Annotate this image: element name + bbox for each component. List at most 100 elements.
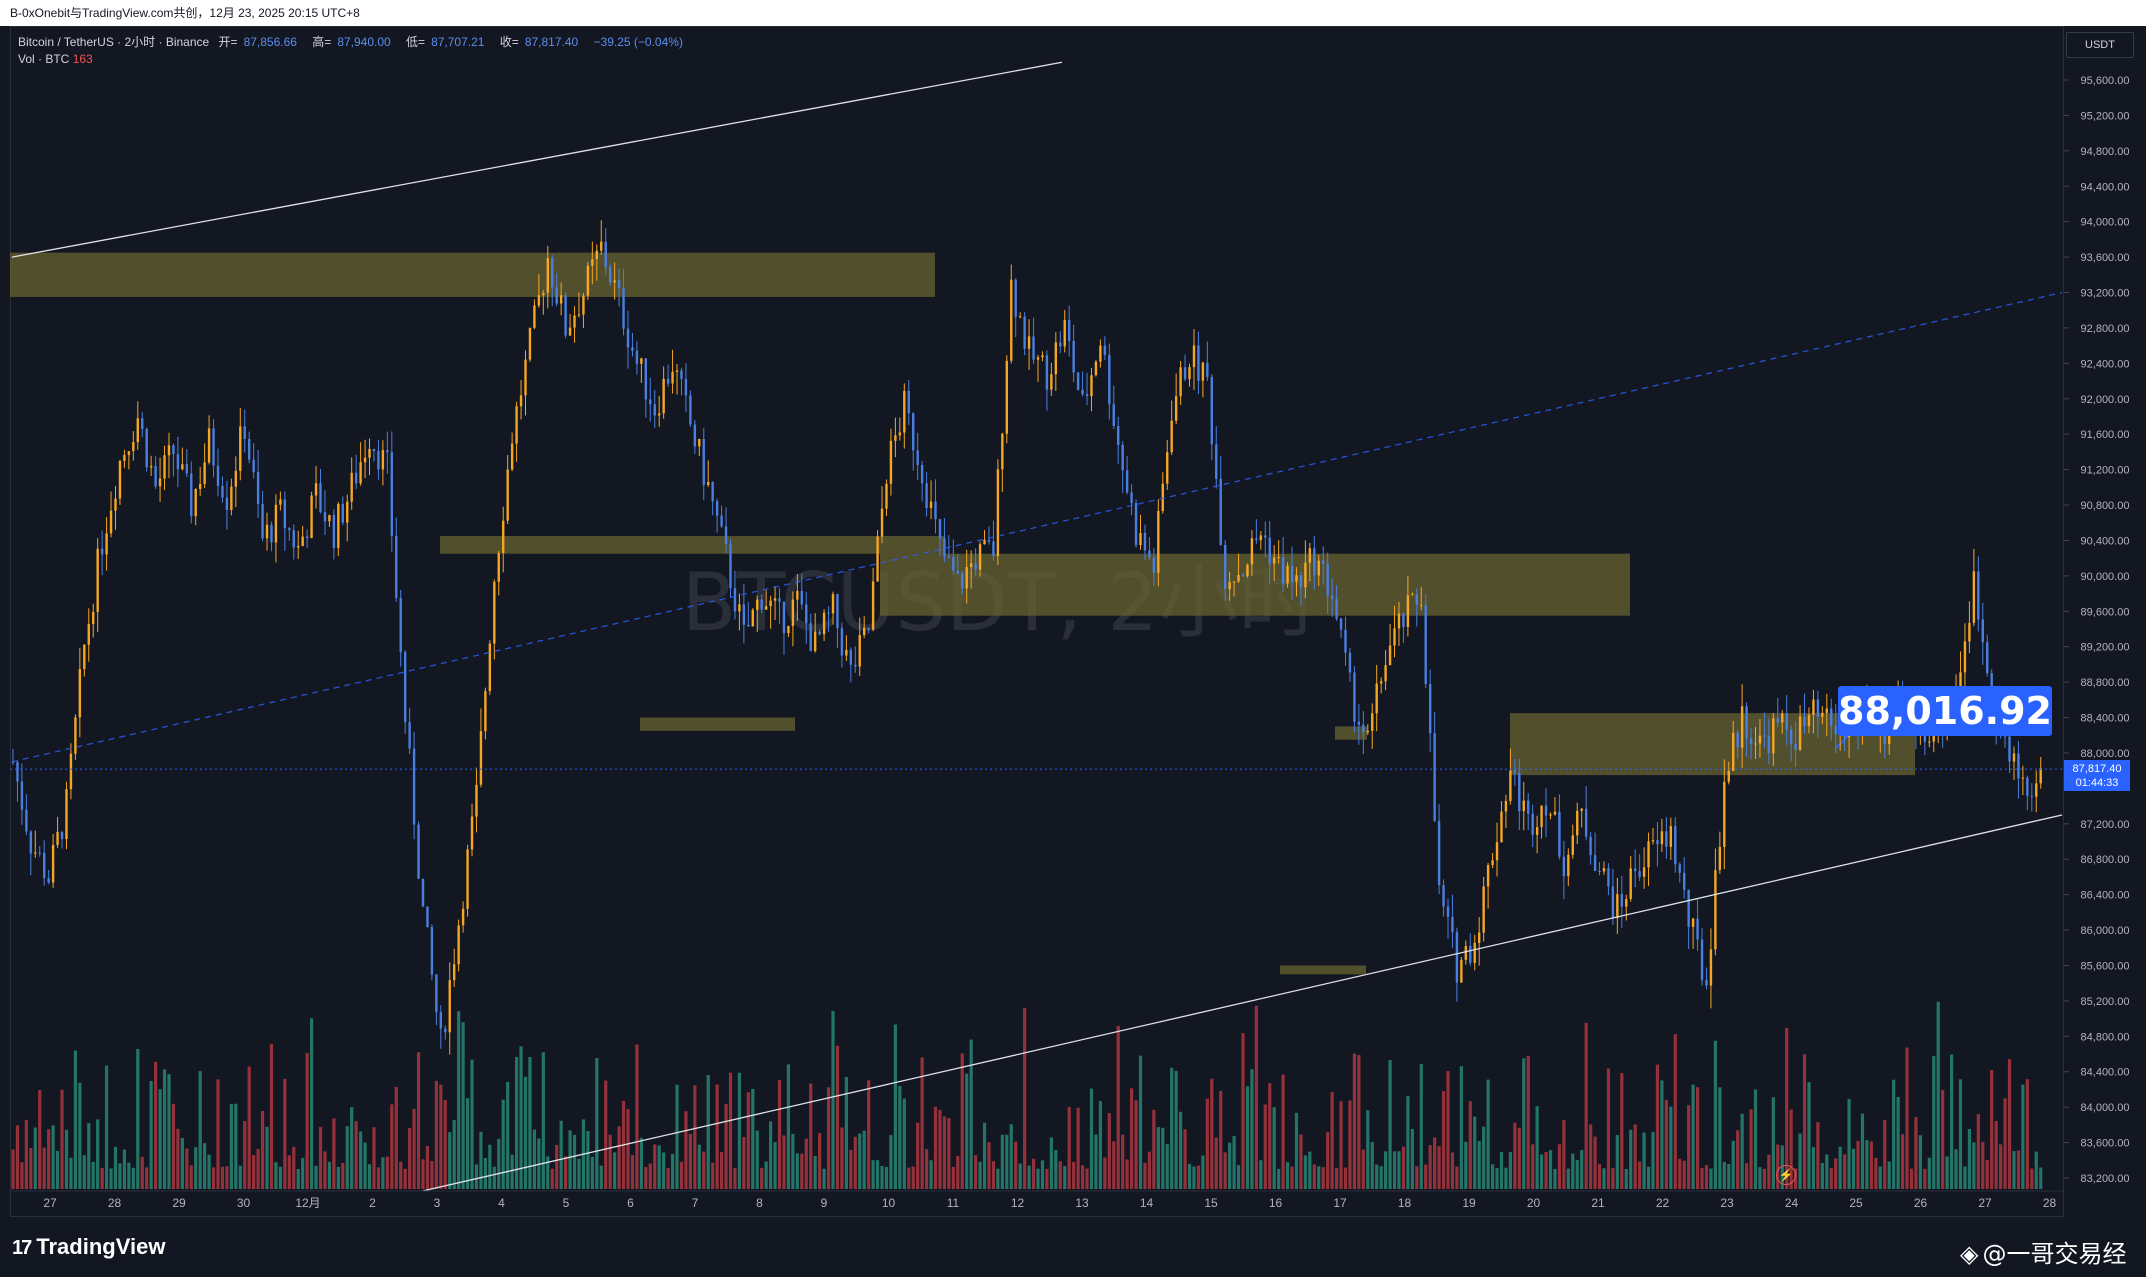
- candle-body[interactable]: [1732, 732, 1735, 771]
- candle-body[interactable]: [1290, 565, 1294, 582]
- candle-body[interactable]: [493, 581, 496, 644]
- candle-body[interactable]: [305, 536, 309, 539]
- candle-body[interactable]: [1250, 538, 1254, 565]
- candle-body[interactable]: [626, 328, 630, 348]
- candle-body[interactable]: [1366, 730, 1369, 733]
- candle-body[interactable]: [827, 612, 830, 614]
- candle-body[interactable]: [1072, 340, 1075, 373]
- candle-body[interactable]: [551, 258, 554, 288]
- candle-body[interactable]: [769, 600, 772, 607]
- candle-body[interactable]: [1393, 628, 1396, 646]
- candle-body[interactable]: [644, 358, 648, 400]
- candle-body[interactable]: [1700, 939, 1704, 980]
- candle-body[interactable]: [1411, 594, 1414, 596]
- candle-body[interactable]: [840, 628, 844, 656]
- candle-body[interactable]: [987, 539, 991, 542]
- candle-body[interactable]: [519, 395, 523, 407]
- candle-body[interactable]: [822, 612, 826, 635]
- candle-body[interactable]: [983, 539, 986, 545]
- candle-body[interactable]: [1014, 279, 1017, 317]
- candle-body[interactable]: [1295, 575, 1298, 582]
- candle-body[interactable]: [943, 538, 946, 557]
- candle-body[interactable]: [595, 250, 599, 260]
- candle-body[interactable]: [1469, 946, 1472, 963]
- candle-body[interactable]: [1117, 426, 1120, 445]
- candle-body[interactable]: [1972, 571, 1976, 623]
- candle-body[interactable]: [2030, 795, 2034, 797]
- candle-body[interactable]: [1834, 725, 1837, 735]
- candle-body[interactable]: [608, 267, 612, 283]
- candle-body[interactable]: [417, 824, 420, 879]
- candle-body[interactable]: [1781, 713, 1784, 723]
- candle-body[interactable]: [1473, 942, 1476, 963]
- candle-body[interactable]: [1335, 598, 1338, 619]
- candle-body[interactable]: [675, 370, 679, 372]
- candle-body[interactable]: [1375, 683, 1378, 714]
- candle-body[interactable]: [1161, 483, 1164, 511]
- candle-body[interactable]: [96, 548, 99, 612]
- candle-body[interactable]: [78, 669, 82, 718]
- candle-body[interactable]: [1535, 827, 1539, 835]
- candle-body[interactable]: [600, 241, 603, 251]
- candle-body[interactable]: [925, 483, 928, 509]
- candle-body[interactable]: [243, 426, 246, 439]
- candle-body[interactable]: [1825, 708, 1829, 713]
- candle-body[interactable]: [1794, 743, 1797, 750]
- candle-body[interactable]: [1148, 550, 1151, 558]
- candle-body[interactable]: [684, 378, 688, 396]
- candle-body[interactable]: [60, 831, 64, 840]
- candle-body[interactable]: [1420, 604, 1423, 606]
- candle-body[interactable]: [591, 259, 594, 266]
- lightning-icon[interactable]: ⚡: [1776, 1165, 1796, 1185]
- candle-body[interactable]: [880, 508, 884, 537]
- candle-body[interactable]: [1001, 433, 1004, 470]
- candle-body[interactable]: [1134, 503, 1138, 546]
- candle-body[interactable]: [1322, 560, 1325, 564]
- candle-body[interactable]: [711, 481, 714, 502]
- candle-body[interactable]: [1157, 510, 1160, 573]
- candle-body[interactable]: [2008, 736, 2011, 762]
- candle-body[interactable]: [805, 604, 808, 624]
- candle-body[interactable]: [1789, 729, 1793, 744]
- candle-body[interactable]: [1063, 320, 1066, 347]
- candle-body[interactable]: [1674, 826, 1677, 865]
- candle-body[interactable]: [1041, 355, 1044, 358]
- candle-body[interactable]: [1241, 574, 1245, 577]
- candle-body[interactable]: [239, 426, 242, 471]
- candle-body[interactable]: [2012, 753, 2016, 762]
- candle-body[interactable]: [773, 598, 777, 601]
- candle-body[interactable]: [176, 454, 180, 470]
- candle-body[interactable]: [466, 849, 469, 909]
- candle-body[interactable]: [845, 649, 848, 656]
- candle-body[interactable]: [1005, 360, 1009, 434]
- candle-body[interactable]: [1986, 642, 1989, 674]
- candle-body[interactable]: [1170, 420, 1173, 453]
- candle-body[interactable]: [715, 501, 719, 516]
- candle-body[interactable]: [671, 371, 674, 384]
- candle-body[interactable]: [114, 498, 117, 511]
- candle-body[interactable]: [154, 465, 157, 487]
- candle-body[interactable]: [952, 556, 955, 571]
- candle-body[interactable]: [764, 606, 768, 610]
- candle-body[interactable]: [83, 644, 86, 670]
- candle-body[interactable]: [2021, 777, 2025, 779]
- candle-body[interactable]: [809, 623, 812, 652]
- candle-body[interactable]: [1977, 571, 1980, 620]
- candle-body[interactable]: [934, 501, 937, 520]
- candle-body[interactable]: [724, 526, 728, 545]
- candle-body[interactable]: [867, 627, 870, 630]
- candle-body[interactable]: [1682, 872, 1686, 890]
- candle-body[interactable]: [337, 504, 340, 549]
- candle-body[interactable]: [265, 524, 269, 539]
- candle-body[interactable]: [1714, 870, 1717, 950]
- candle-body[interactable]: [1166, 452, 1169, 484]
- candle-body[interactable]: [368, 448, 371, 458]
- candle-body[interactable]: [613, 280, 616, 283]
- symbol-name[interactable]: Bitcoin / TetherUS · 2小时 · Binance: [18, 35, 210, 49]
- candle-body[interactable]: [1776, 718, 1779, 723]
- candle-body[interactable]: [2035, 783, 2038, 797]
- candle-body[interactable]: [292, 530, 295, 548]
- candle-body[interactable]: [132, 442, 135, 452]
- candle-body[interactable]: [403, 652, 407, 723]
- candle-body[interactable]: [617, 280, 621, 289]
